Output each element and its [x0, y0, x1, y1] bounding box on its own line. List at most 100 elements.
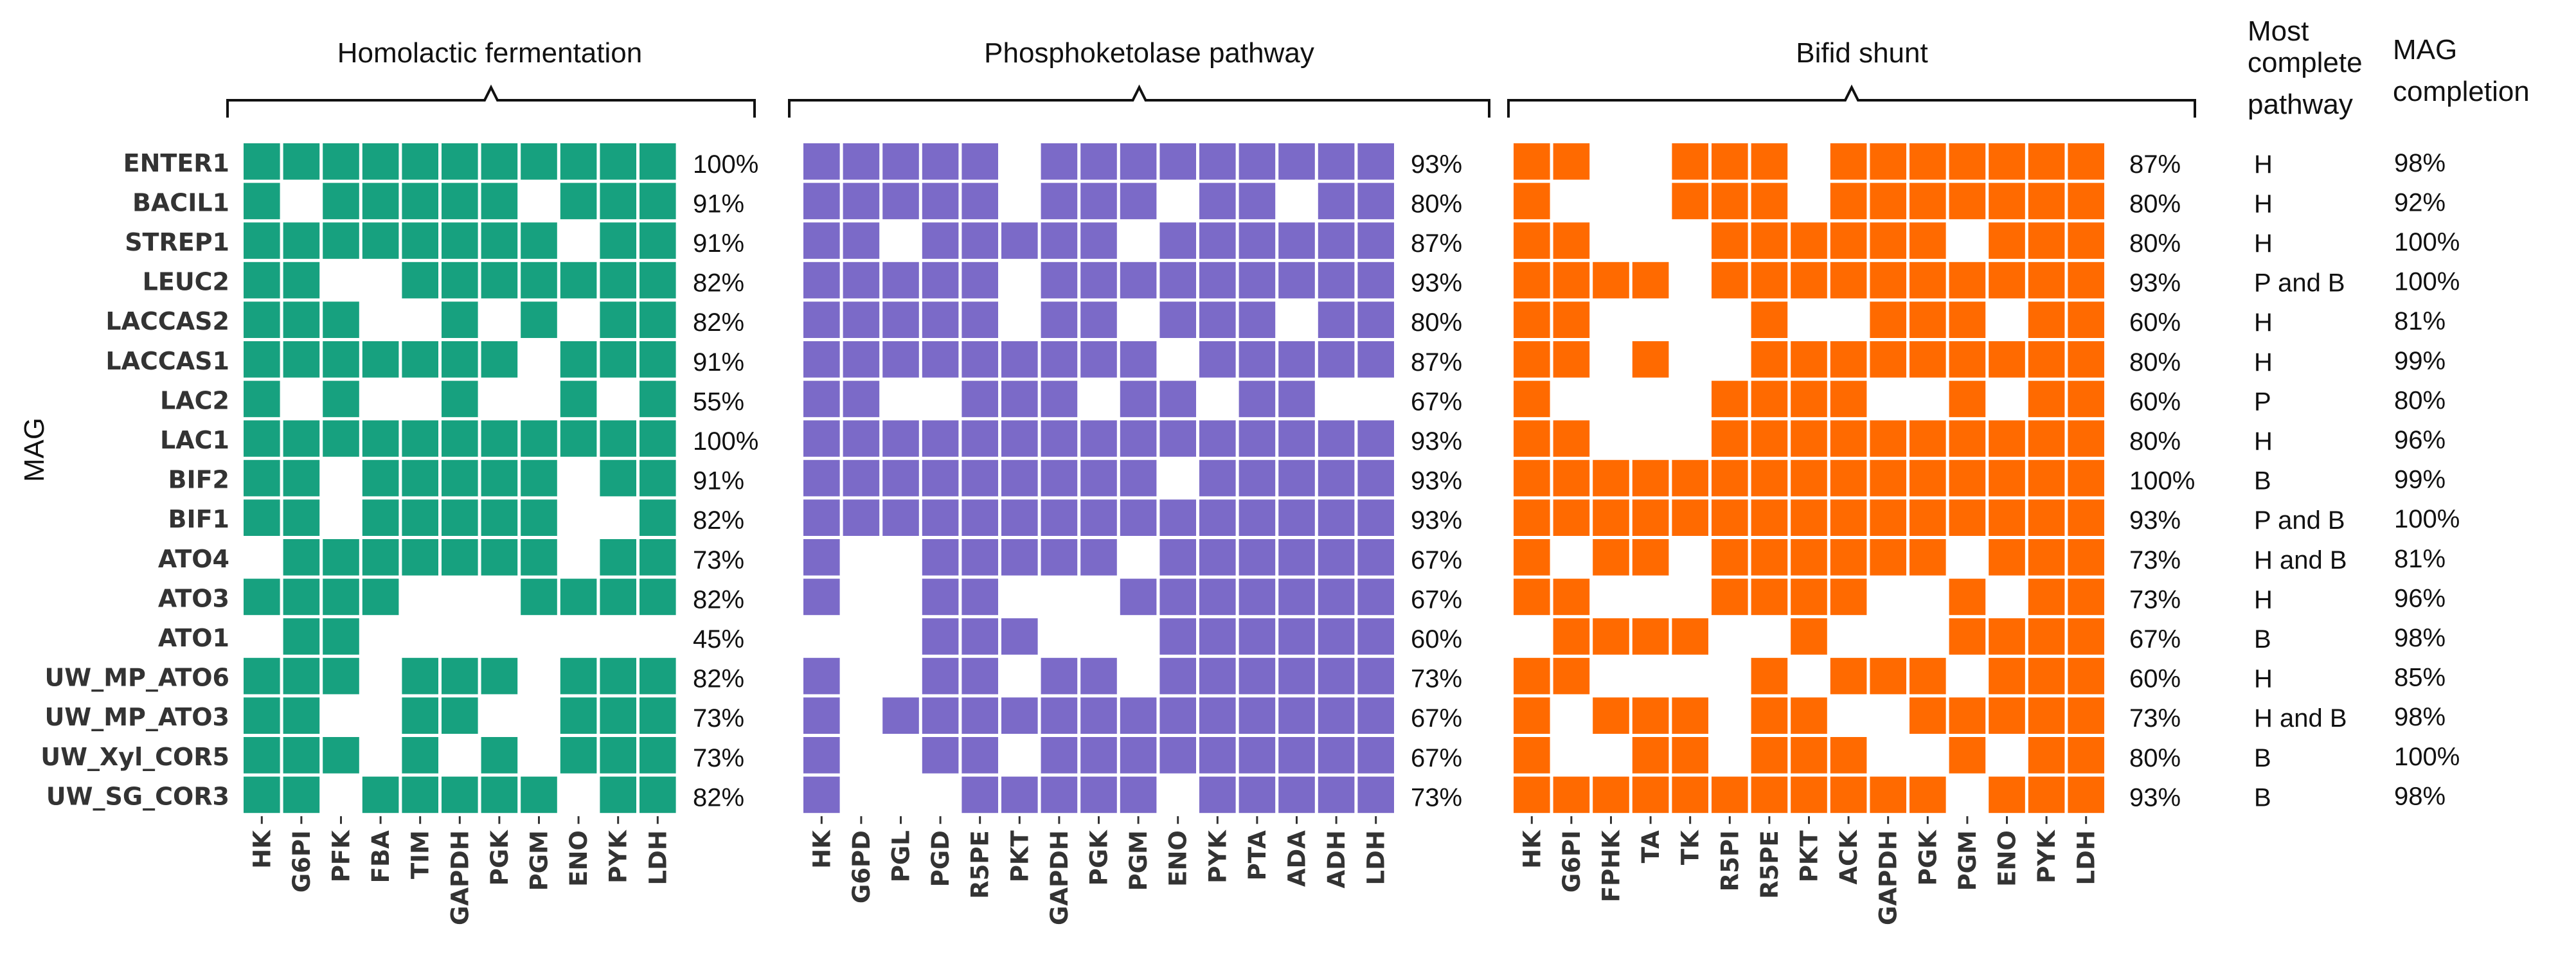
heatmap-cell — [1041, 420, 1078, 457]
heatmap-cell — [600, 143, 636, 180]
heatmap-cell — [1632, 697, 1669, 734]
gene-label: FPHK — [1598, 830, 1625, 902]
heatmap-cell — [803, 737, 840, 774]
gene-label: PYK — [2033, 830, 2061, 884]
most-complete-pathway-value: P and B — [2254, 506, 2345, 535]
heatmap-cell — [1712, 143, 1748, 180]
heatmap-cell — [1318, 618, 1355, 655]
heatmap-cell — [560, 737, 597, 774]
heatmap-cell — [1120, 737, 1157, 774]
heatmap-cell — [1120, 262, 1157, 299]
heatmap-cell — [283, 420, 320, 457]
heatmap-cell — [882, 262, 919, 299]
heatmap-cell — [1830, 459, 1867, 497]
heatmap-cell — [1278, 737, 1315, 774]
heatmap-cell — [1870, 499, 1906, 536]
heatmap-cell — [962, 578, 998, 616]
heatmap-cell — [1830, 143, 1867, 180]
heatmap-cell — [244, 380, 280, 418]
heatmap-cell — [1357, 222, 1394, 259]
panel-brace — [788, 84, 1490, 118]
heatmap-cell — [283, 737, 320, 774]
heatmap-cell — [1278, 420, 1315, 457]
heatmap-cell — [244, 222, 280, 259]
mag-row-label: BIF1 — [168, 505, 229, 533]
heatmap-cell — [962, 301, 998, 338]
heatmap-cell — [1672, 459, 1708, 497]
heatmap-cell — [481, 657, 518, 695]
heatmap-cell — [1870, 459, 1906, 497]
heatmap-cell — [481, 499, 518, 536]
heatmap-panels: ENTER1 BACIL1 STREP1 LEUC2 LACCAS2 LACCAS1 LAC… — [40, 37, 2196, 925]
mag-row-label: UW_MP_ATO3 — [44, 703, 229, 731]
heatmap-cell — [481, 182, 518, 220]
heatmap-cell — [1514, 776, 1550, 813]
pathway-completeness-label: 73% — [2129, 704, 2181, 733]
heatmap-cell — [1199, 143, 1236, 180]
heatmap-cell — [922, 341, 959, 378]
heatmap-cell — [283, 657, 320, 695]
gene-label: PGM — [1125, 830, 1152, 891]
pathway-completeness-label: 73% — [693, 744, 744, 772]
heatmap-cell — [1870, 182, 1906, 220]
pathway-completeness-label: 80% — [2129, 190, 2181, 218]
heatmap-cell — [402, 182, 438, 220]
pathway-completeness-label: 60% — [2129, 665, 2181, 693]
heatmap-cell — [843, 499, 880, 536]
gene-label: G6PI — [288, 830, 316, 893]
heatmap-cell — [1318, 539, 1355, 576]
gene-label: LDH — [2073, 830, 2100, 885]
mag-row-label: UW_MP_ATO6 — [44, 664, 229, 692]
heatmap-cell — [1120, 420, 1157, 457]
heatmap-cell — [1870, 143, 1906, 180]
pathway-completeness-label: 93% — [1411, 427, 1462, 456]
mag-row-label: ENTER1 — [123, 149, 229, 177]
heatmap-cell — [442, 143, 478, 180]
pathway-completeness-label: 45% — [693, 625, 744, 653]
heatmap-cell — [1318, 182, 1355, 220]
heatmap-cell — [1199, 301, 1236, 338]
most-complete-pathway-value: H and B — [2254, 546, 2347, 574]
heatmap-cell — [640, 301, 676, 338]
heatmap-cell — [402, 499, 438, 536]
pathway-completeness-label: 91% — [693, 348, 744, 377]
heatmap-cell — [244, 499, 280, 536]
heatmap-cell — [1712, 539, 1748, 576]
heatmap-cell — [560, 143, 597, 180]
heatmap-cell — [1712, 420, 1748, 457]
panel-1: Homolactic fermentation 100% 91% 91% 82% 82% 9… — [226, 37, 758, 925]
heatmap-cell — [1278, 657, 1315, 695]
heatmap-cell — [521, 499, 557, 536]
heatmap-cell — [1989, 222, 2025, 259]
heatmap-cell — [803, 143, 840, 180]
heatmap-cell — [962, 262, 998, 299]
heatmap-cell — [882, 499, 919, 536]
heatmap-cell — [1514, 182, 1550, 220]
gene-label: LDH — [1363, 830, 1390, 885]
heatmap-cell — [1791, 499, 1827, 536]
heatmap-cell — [362, 578, 399, 616]
pathway-completeness-label: 80% — [2129, 744, 2181, 772]
heatmap-cell — [1593, 776, 1629, 813]
heatmap-cell — [843, 143, 880, 180]
heatmap-cell — [1910, 341, 1946, 378]
heatmap-cell — [481, 459, 518, 497]
heatmap-cell — [1632, 499, 1669, 536]
heatmap-cell — [2028, 143, 2065, 180]
heatmap-cell — [1870, 539, 1906, 576]
heatmap-cell — [560, 420, 597, 457]
heatmap-cell — [1672, 182, 1708, 220]
heatmap-cell — [244, 459, 280, 497]
heatmap-cell — [600, 301, 636, 338]
heatmap-cell — [1949, 737, 1986, 774]
heatmap-cell — [2028, 420, 2065, 457]
heatmap-cell — [323, 539, 359, 576]
heatmap-cell — [283, 697, 320, 734]
heatmap-cell — [1949, 618, 1986, 655]
pathway-completeness-label: 80% — [2129, 348, 2181, 377]
heatmap-cell — [1199, 182, 1236, 220]
panel-title: Phosphoketolase pathway — [984, 37, 1314, 69]
heatmap-cell — [1672, 618, 1708, 655]
heatmap-cell — [803, 182, 840, 220]
heatmap-cell — [2068, 539, 2104, 576]
